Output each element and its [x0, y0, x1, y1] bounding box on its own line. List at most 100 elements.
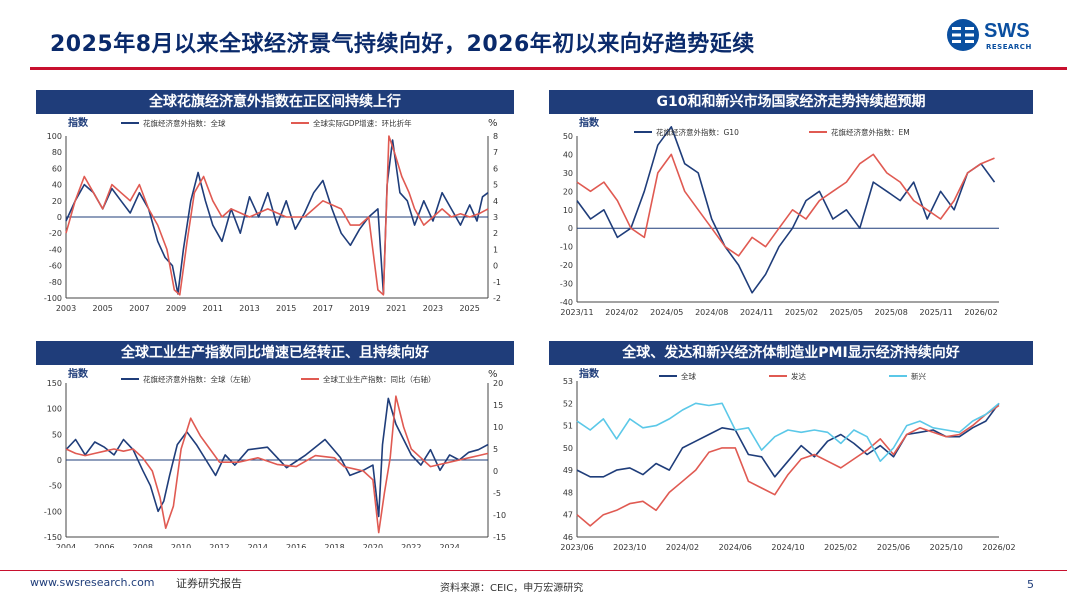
- x-tick-label: 2025/06: [877, 543, 910, 552]
- y2-tick-label: 10: [493, 423, 503, 432]
- x-tick-label: 2016: [286, 543, 306, 548]
- x-tick-label: 2005: [93, 304, 113, 313]
- chart-panel-global-cesi: 全球花旗经济意外指数在正区间持续上行 100 80 60 40 20 0 -20 -40 -60…: [36, 90, 514, 324]
- y-tick-label: -40: [560, 298, 573, 307]
- x-tick-label: 2023: [423, 304, 443, 313]
- logo-subtext: RESEARCH: [986, 43, 1032, 51]
- series-line-0: [576, 402, 1000, 478]
- chart-panel-pmi: 全球、发达和新兴经济体制造业PMI显示经济持续向好 53 52 51 50 49 48 47…: [549, 341, 1033, 554]
- y-axis-label: 指数: [68, 367, 89, 380]
- y-tick-label: -30: [560, 280, 573, 289]
- legend-label: 花旗经济意外指数：全球: [143, 118, 226, 128]
- y-tick-label: -150: [44, 533, 62, 542]
- y2-tick-label: 0: [493, 262, 498, 271]
- x-tick-label: 2019: [349, 304, 369, 313]
- legend-label: 全球实际GDP增速：环比折年: [313, 118, 412, 128]
- x-tick-label: 2026/02: [982, 543, 1015, 552]
- x-tick-label: 2024/02: [666, 543, 699, 552]
- chart-industrial-production: 150100500-50-100-15020151050-5-10-152004…: [44, 367, 506, 548]
- y-tick-label: 0: [57, 456, 62, 465]
- x-tick-label: 2003: [56, 304, 76, 313]
- x-tick-label: 2025/08: [875, 308, 908, 317]
- footer-url[interactable]: www.swsresearch.com: [30, 576, 155, 589]
- y2-tick-label: 7: [493, 148, 498, 157]
- chart-title: G10和和新兴市场国家经济走势持续超预期: [549, 90, 1033, 114]
- y-tick-label: -20: [560, 261, 573, 270]
- footer-source: 资料来源：CEIC，申万宏源研究: [440, 583, 584, 594]
- x-tick-label: 2023/10: [613, 543, 646, 552]
- y2-tick-label: 6: [493, 164, 498, 173]
- chart-title: 全球花旗经济意外指数在正区间持续上行: [36, 90, 514, 114]
- x-tick-label: 2021: [386, 304, 406, 313]
- y-tick-label: 150: [47, 379, 62, 388]
- y2-axis-label: %: [488, 369, 498, 380]
- y2-tick-label: 1: [493, 245, 498, 254]
- y2-tick-label: -15: [493, 533, 506, 542]
- x-tick-label: 2023/06: [560, 543, 593, 552]
- x-tick-label: 2024/08: [695, 308, 728, 317]
- x-tick-label: 2006: [94, 543, 114, 548]
- x-tick-label: 2018: [324, 543, 344, 548]
- x-tick-label: 2023/11: [560, 308, 593, 317]
- legend-label: 花旗经济意外指数：G10: [656, 127, 739, 137]
- y-tick-label: 53: [563, 377, 573, 386]
- y-tick-label: -10: [560, 243, 573, 252]
- y-tick-label: 47: [563, 511, 573, 520]
- y2-tick-label: 4: [493, 197, 498, 206]
- footer-divider: [0, 570, 1067, 571]
- x-tick-label: 2025: [459, 304, 479, 313]
- y-tick-label: 20: [563, 187, 573, 196]
- y2-tick-label: 3: [493, 213, 498, 222]
- y2-tick-label: -1: [493, 278, 501, 287]
- x-tick-label: 2020: [363, 543, 383, 548]
- y-axis-label: 指数: [68, 116, 89, 129]
- x-tick-label: 2007: [129, 304, 149, 313]
- series-line-1: [576, 404, 1000, 527]
- y-tick-label: 30: [563, 169, 573, 178]
- y2-tick-label: 20: [493, 379, 503, 388]
- header-divider: [30, 67, 1067, 70]
- y-tick-label: 40: [563, 150, 573, 159]
- chart-panel-industrial-production: 全球工业生产指数同比增速已经转正、且持续向好 150 100 50 0 -50 -100-…: [36, 341, 514, 548]
- x-tick-label: 2015: [276, 304, 296, 313]
- y-tick-label: -40: [49, 245, 62, 254]
- y-tick-label: 50: [563, 444, 573, 453]
- y-tick-label: 100: [47, 132, 62, 141]
- y2-tick-label: 5: [493, 445, 498, 454]
- y2-tick-label: 2: [493, 229, 498, 238]
- footer-tag: 证券研究报告: [176, 577, 242, 590]
- y2-tick-label: 8: [493, 132, 498, 141]
- y-tick-label: 60: [52, 164, 62, 173]
- sws-logo: SWS RESEARCH: [946, 18, 1056, 58]
- x-tick-label: 2010: [171, 543, 191, 548]
- y2-axis-label: %: [488, 118, 498, 129]
- y-tick-label: 52: [563, 399, 573, 408]
- y-tick-label: 49: [563, 466, 573, 475]
- y-axis-label: 指数: [579, 367, 600, 380]
- legend-label: 全球工业生产指数：同比（右轴）: [323, 374, 436, 384]
- x-tick-label: 2012: [209, 543, 229, 548]
- y-tick-label: 40: [52, 181, 62, 190]
- y2-tick-label: -10: [493, 511, 506, 520]
- y-tick-label: 51: [563, 422, 573, 431]
- x-tick-label: 2026/02: [964, 308, 997, 317]
- y-axis-label: 指数: [579, 116, 600, 129]
- y2-tick-label: -2: [493, 294, 501, 303]
- series-line-0: [65, 397, 489, 518]
- page-title: 2025年8月以来全球经济景气持续向好，2026年初以来向好趋势延续: [50, 32, 755, 57]
- chart-panel-g10-em: G10和和新兴市场国家经济走势持续超预期 50 40 30 20 10 0 -10 -20 -3…: [549, 90, 1033, 324]
- y-tick-label: 0: [57, 213, 62, 222]
- logo-text: SWS: [984, 20, 1030, 42]
- x-tick-label: 2024/06: [719, 543, 752, 552]
- legend-label: 全球: [681, 371, 696, 381]
- y-tick-label: -50: [49, 482, 62, 491]
- chart-title: 全球、发达和新兴经济体制造业PMI显示经济持续向好: [549, 341, 1033, 365]
- y-tick-label: 50: [52, 430, 62, 439]
- x-tick-label: 2009: [166, 304, 186, 313]
- y-tick-label: -20: [49, 229, 62, 238]
- y-tick-label: -60: [49, 262, 62, 271]
- series-line-1: [65, 135, 489, 296]
- x-tick-label: 2025/02: [785, 308, 818, 317]
